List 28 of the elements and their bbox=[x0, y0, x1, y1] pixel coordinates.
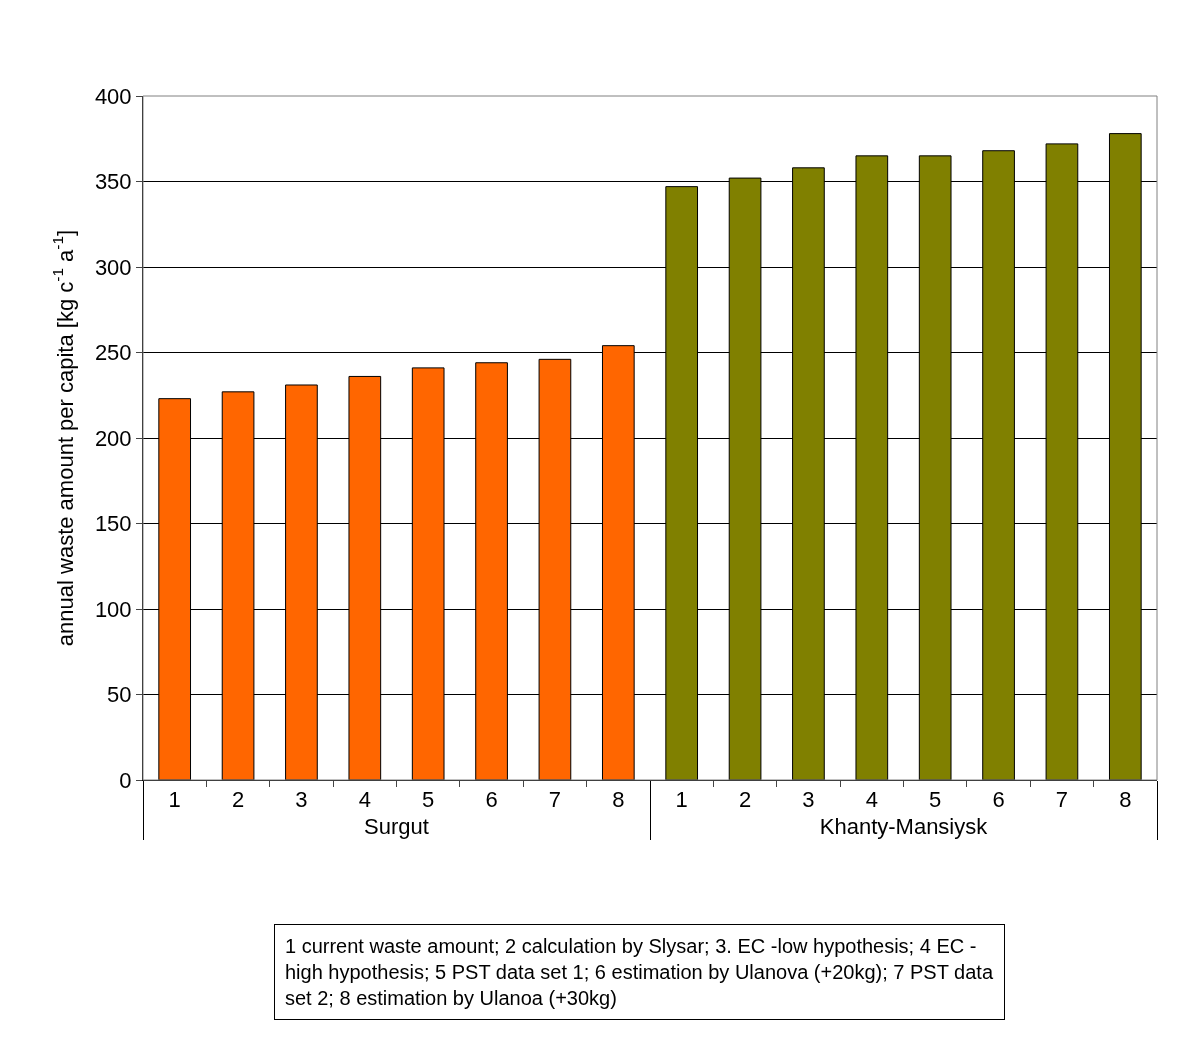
x-tick-label: 1 bbox=[168, 787, 181, 813]
x-tick-label: 8 bbox=[612, 787, 625, 813]
x-tick-label: 7 bbox=[1055, 787, 1069, 813]
y-tick-label: 350 bbox=[94, 169, 132, 195]
x-tick-label: 7 bbox=[548, 787, 562, 813]
series-label: Khanty-Mansiysk bbox=[819, 814, 989, 840]
y-tick-label: 100 bbox=[94, 596, 132, 622]
x-tick-label: 2 bbox=[738, 787, 752, 813]
y-tick-label: 200 bbox=[94, 425, 132, 451]
text: 1 current waste amount; 2 calculation by Slysar; 3. EC -low hypothesis; 4 EC - high hypothesis; 5 PST data set 1; 6 estimation by Ulanova (+20kg); 7 PST data set 2; 8 estimation by Ulanoa (+30kg) bbox=[285, 935, 994, 1009]
x-tick-label: 4 bbox=[865, 787, 878, 813]
x-tick-label: 3 bbox=[295, 787, 308, 813]
x-tick-label: 6 bbox=[992, 787, 1005, 813]
x-tick-label: 5 bbox=[422, 787, 435, 813]
x-tick-label: 6 bbox=[485, 787, 498, 813]
series-label: Surgut bbox=[364, 814, 429, 840]
x-tick-label: 8 bbox=[1119, 787, 1132, 813]
y-tick-label: 250 bbox=[94, 340, 132, 366]
y-tick-label: 50 bbox=[107, 682, 132, 708]
y-tick-label: 300 bbox=[94, 254, 132, 280]
x-tick-label: 5 bbox=[929, 787, 942, 813]
y-tick-label: 150 bbox=[94, 511, 132, 537]
y-tick-label: 400 bbox=[94, 83, 132, 109]
x-tick-label: 3 bbox=[802, 787, 815, 813]
x-tick-label: 4 bbox=[358, 787, 371, 813]
x-tick-label: 1 bbox=[675, 787, 688, 813]
x-tick-label: 2 bbox=[231, 787, 245, 813]
y-tick-label: 0 bbox=[119, 767, 132, 793]
